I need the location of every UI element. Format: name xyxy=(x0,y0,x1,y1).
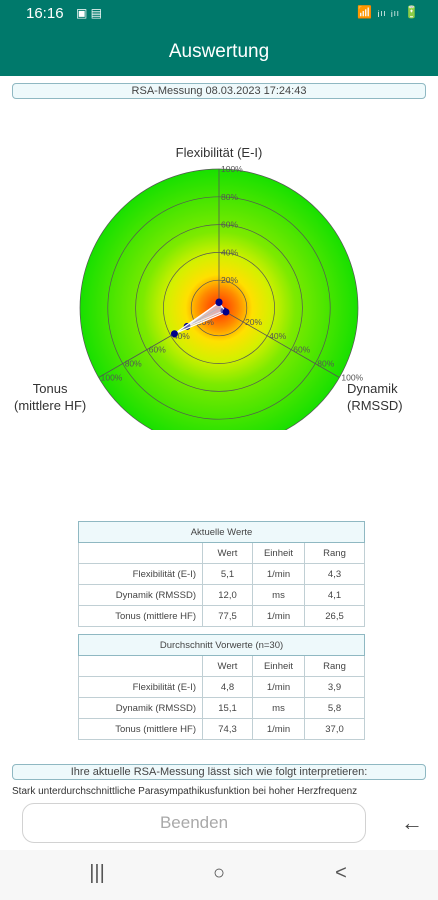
cell-rank: 3,9 xyxy=(303,676,366,698)
cell-unit: ms xyxy=(252,584,305,606)
axis-label-dynamik: Dynamik (RMSSD) xyxy=(347,380,403,414)
column-header xyxy=(78,542,203,564)
column-header: Rang xyxy=(303,655,366,677)
interpretation-text: Stark unterdurchschnittliche Parasympath… xyxy=(12,786,358,797)
radar-tick-label: 60% xyxy=(221,220,238,230)
cell-rank: 37,0 xyxy=(303,718,366,740)
row-label: Dynamik (RMSSD) xyxy=(78,584,203,606)
table-caption: Durchschnitt Vorwerte (n=30) xyxy=(77,634,366,656)
notification-icons: ▣ ▤ xyxy=(76,6,103,20)
radar-chart: 20% 40% 60% 80% 100% 20% 40% 60% 80% 100% 20% 40% 60… xyxy=(0,140,438,430)
row-label: Flexibilität (E-I) xyxy=(78,563,203,585)
axis-label-dynamik-line1: Dynamik xyxy=(347,381,398,396)
cell-value: 4,8 xyxy=(202,676,253,698)
radar-svg: 20%40%60%80%100%20%40%60%80%100%20%40%60… xyxy=(79,164,364,430)
column-header xyxy=(78,655,203,677)
cell-value: 74,3 xyxy=(202,718,253,740)
axis-label-flexibility: Flexibilität (E-I) xyxy=(175,145,263,160)
app-bar: Auswertung xyxy=(0,28,438,76)
table-caption: Aktuelle Werte xyxy=(77,521,366,543)
axis-label-tonus-line1: Tonus xyxy=(32,381,68,396)
cell-unit: 1/min xyxy=(252,563,305,585)
cell-unit: ms xyxy=(252,697,305,719)
cell-rank: 26,5 xyxy=(303,605,366,627)
measurement-label: RSA-Messung 08.03.2023 17:24:43 xyxy=(12,83,426,99)
table-row: Dynamik (RMSSD) 15,1 ms 5,8 xyxy=(78,697,366,719)
status-time: 16:16 xyxy=(26,5,64,22)
radar-tick-label: 40% xyxy=(173,331,190,341)
radar-tick-label: 40% xyxy=(221,247,238,257)
radar-data-point xyxy=(222,308,230,316)
column-header: Einheit xyxy=(252,655,305,677)
cell-rank: 5,8 xyxy=(303,697,366,719)
radar-data-point xyxy=(170,330,178,338)
radar-tick-label: 20% xyxy=(221,275,238,285)
cell-rank: 4,3 xyxy=(303,563,366,585)
end-button[interactable]: Beenden xyxy=(22,803,366,843)
column-header: Wert xyxy=(202,542,253,564)
radar-spoke xyxy=(218,307,340,378)
back-arrow-icon[interactable]: ← xyxy=(401,810,423,835)
radar-tick-label: 80% xyxy=(125,359,142,369)
average-values-table: Durchschnitt Vorwerte (n=30) Wert Einhei… xyxy=(77,634,366,740)
radar-tick-label: 20% xyxy=(197,317,214,327)
axis-label-tonus-line2: (mittlere HF) xyxy=(14,398,87,413)
radar-data-point xyxy=(215,299,223,307)
table-row: Flexibilität (E-I) 5,1 1/min 4,3 xyxy=(78,563,366,585)
table-header-row: Wert Einheit Rang xyxy=(78,542,366,564)
table-row: Tonus (mittlere HF) 74,3 1/min 37,0 xyxy=(78,718,366,740)
cell-value: 15,1 xyxy=(202,697,253,719)
row-label: Dynamik (RMSSD) xyxy=(78,697,203,719)
row-label: Tonus (mittlere HF) xyxy=(78,605,203,627)
cell-unit: 1/min xyxy=(252,718,305,740)
cell-rank: 4,1 xyxy=(303,584,366,606)
page-title: Auswertung xyxy=(168,41,270,62)
table-row: Dynamik (RMSSD) 12,0 ms 4,1 xyxy=(78,584,366,606)
cell-value: 5,1 xyxy=(202,563,253,585)
cell-unit: 1/min xyxy=(252,605,305,627)
recents-icon[interactable]: ||| xyxy=(89,862,105,884)
radar-tick-label: 40% xyxy=(269,331,286,341)
column-header: Einheit xyxy=(252,542,305,564)
home-icon[interactable]: ○ xyxy=(212,862,226,884)
column-header: Rang xyxy=(303,542,366,564)
radar-tick-label: 100% xyxy=(101,373,123,383)
current-values-table: Aktuelle Werte Wert Einheit Rang Flexibi… xyxy=(77,521,366,627)
status-bar: 16:16 ▣ ▤ 📶 ᵢₗₗ ᵢₗₗ 🔋 xyxy=(0,0,438,28)
table-row: Flexibilität (E-I) 4,8 1/min 3,9 xyxy=(78,676,366,698)
nav-back-icon[interactable]: < xyxy=(335,862,347,884)
axis-label-tonus: Tonus (mittlere HF) xyxy=(14,380,86,414)
interpretation-header: Ihre aktuelle RSA-Messung lässt sich wie… xyxy=(12,764,426,780)
radar-tick-label: 60% xyxy=(293,345,310,355)
row-label: Tonus (mittlere HF) xyxy=(78,718,203,740)
radar-tick-label: 100% xyxy=(341,373,363,383)
column-header: Wert xyxy=(202,655,253,677)
cell-value: 12,0 xyxy=(202,584,253,606)
table-row: Tonus (mittlere HF) 77,5 1/min 26,5 xyxy=(78,605,366,627)
radar-tick-label: 20% xyxy=(245,317,262,327)
axis-label-dynamik-line2: (RMSSD) xyxy=(347,398,403,413)
system-status-icons: 📶 ᵢₗₗ ᵢₗₗ 🔋 xyxy=(357,5,420,19)
cell-value: 77,5 xyxy=(202,605,253,627)
radar-tick-label: 80% xyxy=(221,192,238,202)
radar-tick-label: 100% xyxy=(221,164,243,174)
radar-tick-label: 60% xyxy=(149,345,166,355)
table-header-row: Wert Einheit Rang xyxy=(78,655,366,677)
system-nav-bar: ||| ○ < xyxy=(0,850,438,900)
radar-series-area xyxy=(174,301,227,335)
radar-tick-label: 80% xyxy=(317,359,334,369)
cell-unit: 1/min xyxy=(252,676,305,698)
row-label: Flexibilität (E-I) xyxy=(78,676,203,698)
